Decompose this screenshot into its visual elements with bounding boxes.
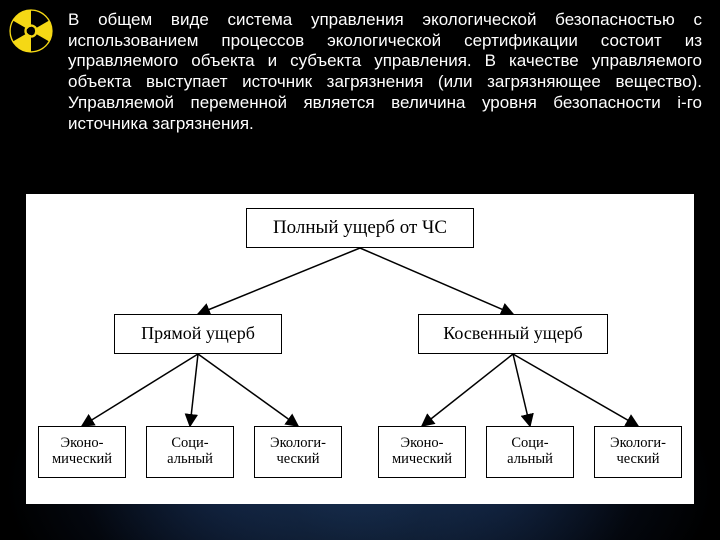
body-paragraph: В общем виде система управления экологич… bbox=[68, 10, 702, 134]
node-d_ecol: Экологи- ческий bbox=[254, 426, 342, 478]
radiation-icon bbox=[8, 8, 54, 54]
node-d_econ: Эконо- мический bbox=[38, 426, 126, 478]
node-indirect: Косвенный ущерб bbox=[418, 314, 608, 354]
node-root: Полный ущерб от ЧС bbox=[246, 208, 474, 248]
node-direct: Прямой ущерб bbox=[114, 314, 282, 354]
node-d_soc: Соци- альный bbox=[146, 426, 234, 478]
node-i_econ: Эконо- мический bbox=[378, 426, 466, 478]
node-i_soc: Соци- альный bbox=[486, 426, 574, 478]
node-i_ecol: Экологи- ческий bbox=[594, 426, 682, 478]
damage-tree-diagram: Полный ущерб от ЧС Прямой ущерб Косвенный … bbox=[26, 194, 694, 504]
